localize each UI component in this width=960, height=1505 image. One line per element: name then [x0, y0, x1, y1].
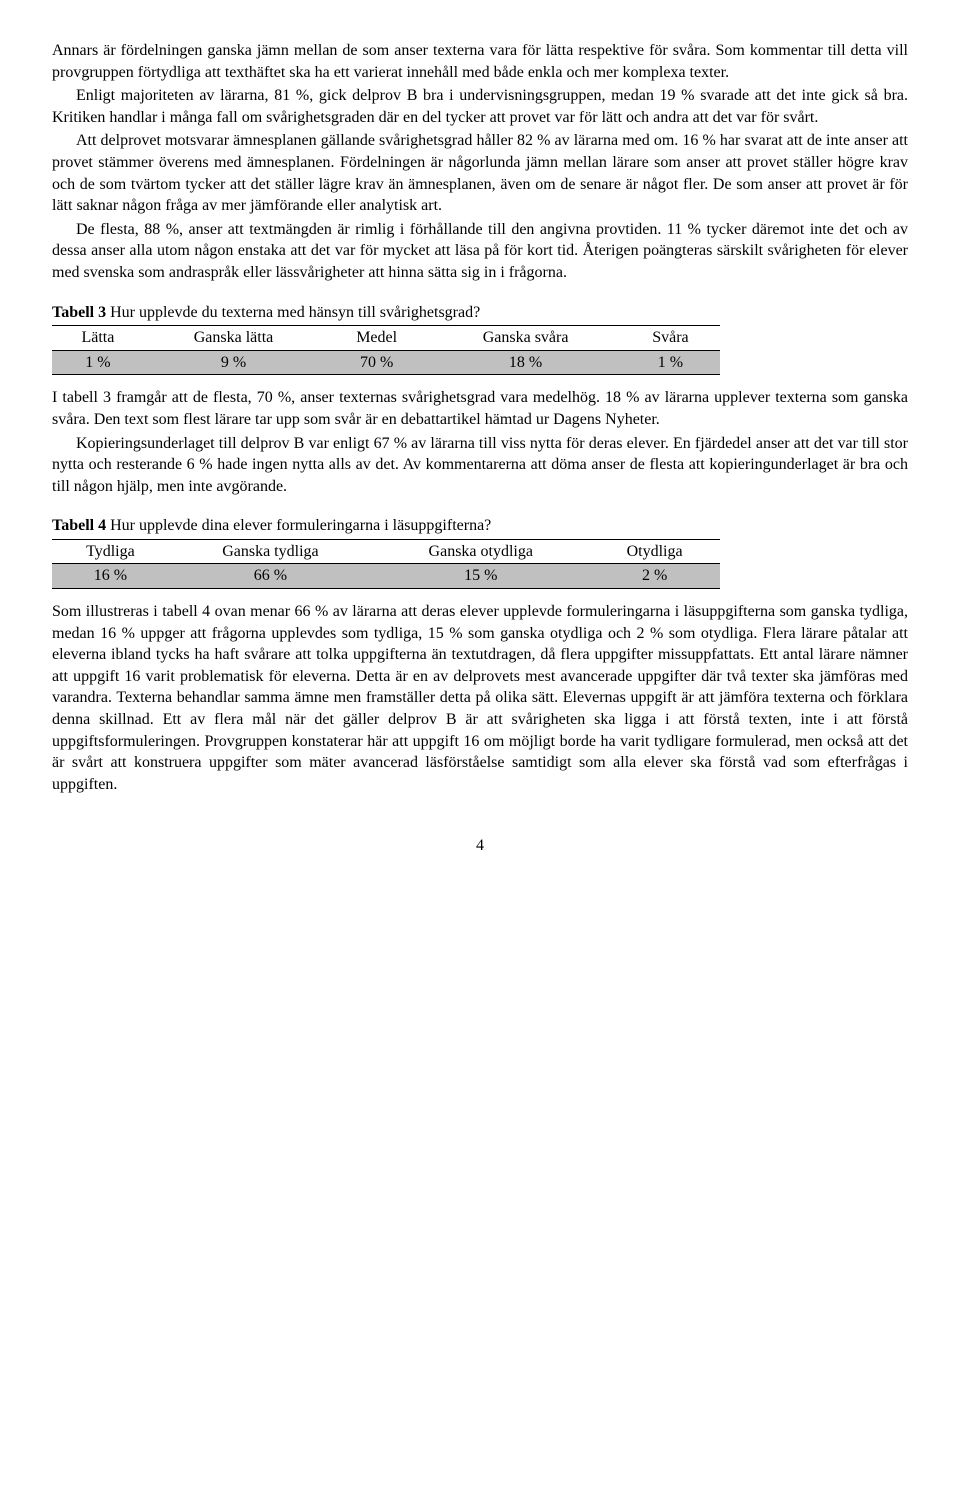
table4-cell: 15 %	[372, 564, 590, 589]
body-paragraph: I tabell 3 framgår att de flesta, 70 %, …	[52, 387, 908, 430]
table4-cell: 66 %	[169, 564, 372, 589]
table4-label: Tabell 4	[52, 517, 106, 534]
table4-col-header: Otydliga	[590, 539, 720, 564]
table3-cell: 70 %	[323, 350, 430, 375]
table4-col-header: Ganska otydliga	[372, 539, 590, 564]
body-paragraph: Som illustreras i tabell 4 ovan menar 66…	[52, 601, 908, 795]
table4-cell: 2 %	[590, 564, 720, 589]
table3-col-header: Ganska lätta	[144, 326, 323, 351]
table4-col-header: Tydliga	[52, 539, 169, 564]
body-paragraph: Att delprovet motsvarar ämnesplanen gäll…	[52, 130, 908, 216]
table3: Lätta Ganska lätta Medel Ganska svåra Sv…	[52, 325, 720, 375]
table4-data-row: 16 % 66 % 15 % 2 %	[52, 564, 720, 589]
table4-col-header: Ganska tydliga	[169, 539, 372, 564]
table3-cell: 1 %	[621, 350, 720, 375]
table3-caption: Tabell 3 Hur upplevde du texterna med hä…	[52, 302, 908, 324]
body-paragraph: Kopieringsunderlaget till delprov B var …	[52, 433, 908, 498]
page-number: 4	[52, 835, 908, 857]
table3-cell: 9 %	[144, 350, 323, 375]
table3-col-header: Svåra	[621, 326, 720, 351]
table4-caption: Tabell 4 Hur upplevde dina elever formul…	[52, 515, 908, 537]
table3-caption-text: Hur upplevde du texterna med hänsyn till…	[106, 304, 480, 321]
table3-cell: 18 %	[430, 350, 621, 375]
table3-col-header: Medel	[323, 326, 430, 351]
body-paragraph: De flesta, 88 %, anser att textmängden ä…	[52, 219, 908, 284]
table3-header-row: Lätta Ganska lätta Medel Ganska svåra Sv…	[52, 326, 720, 351]
table4: Tydliga Ganska tydliga Ganska otydliga O…	[52, 539, 720, 589]
table3-col-header: Lätta	[52, 326, 144, 351]
table4-header-row: Tydliga Ganska tydliga Ganska otydliga O…	[52, 539, 720, 564]
body-paragraph: Annars är fördelningen ganska jämn mella…	[52, 40, 908, 83]
body-paragraph: Enligt majoriteten av lärarna, 81 %, gic…	[52, 85, 908, 128]
table3-cell: 1 %	[52, 350, 144, 375]
table4-cell: 16 %	[52, 564, 169, 589]
table3-label: Tabell 3	[52, 304, 106, 321]
table4-caption-text: Hur upplevde dina elever formuleringarna…	[106, 517, 491, 534]
table3-data-row: 1 % 9 % 70 % 18 % 1 %	[52, 350, 720, 375]
table3-col-header: Ganska svåra	[430, 326, 621, 351]
